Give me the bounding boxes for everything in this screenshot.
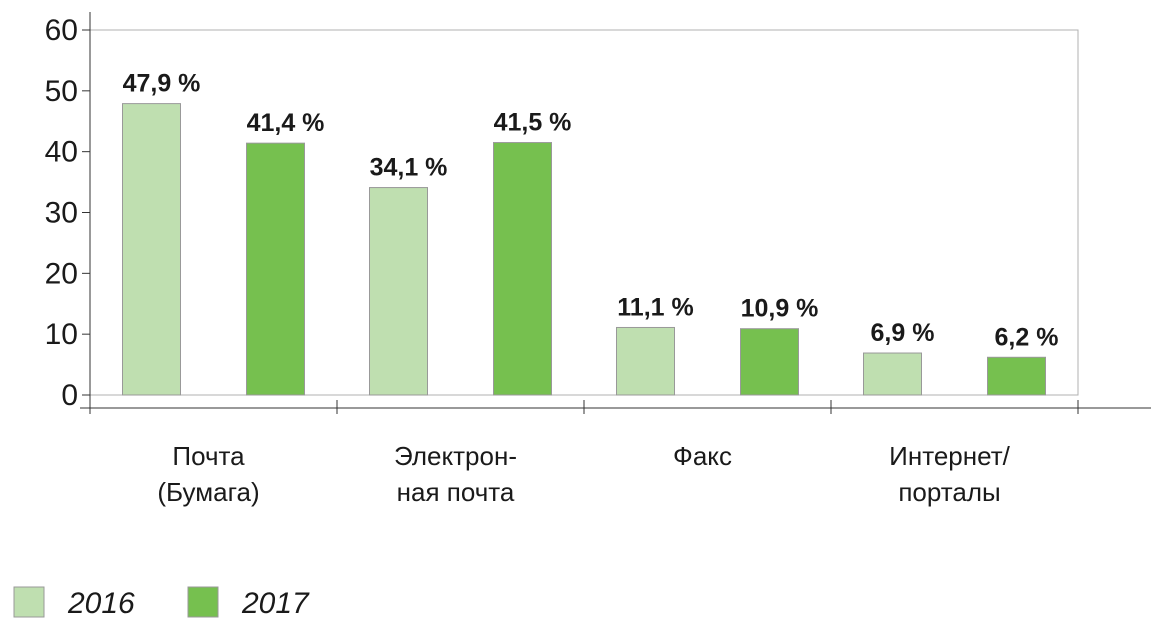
value-label: 6,9 % <box>871 319 935 347</box>
bar <box>616 326 675 396</box>
y-tick-label: 20 <box>45 257 78 290</box>
x-tick-label-line: Почта <box>172 441 245 471</box>
y-tick-label: 10 <box>45 318 78 351</box>
y-tick-label: 30 <box>45 197 78 230</box>
x-tick-label-line: ная почта <box>397 477 515 507</box>
x-tick-label-line: порталы <box>898 477 1000 507</box>
legend-swatch <box>13 586 45 618</box>
legend-label: 2016 <box>67 587 135 620</box>
y-tick-label: 60 <box>45 14 78 47</box>
x-tick-label: Факс <box>673 441 732 471</box>
value-label: 6,2 % <box>995 323 1059 351</box>
y-tick-label: 50 <box>45 75 78 108</box>
value-label: 41,4 % <box>247 109 325 137</box>
x-tick-label: Почта (Бумага) <box>157 441 259 507</box>
legend-label: 2017 <box>241 587 310 620</box>
bar <box>369 187 428 396</box>
x-tick-label: Интернет/порталы <box>889 441 1010 507</box>
bar <box>863 352 922 396</box>
value-label: 41,5 % <box>494 109 572 137</box>
x-tick-label-line: Интернет/ <box>889 441 1010 471</box>
legend-swatch <box>187 586 219 618</box>
x-tick-label: Электрон-ная почта <box>394 441 517 507</box>
y-tick-label: 40 <box>45 136 78 169</box>
bar <box>246 142 305 396</box>
y-tick-label: 0 <box>61 379 78 412</box>
bar <box>122 103 181 396</box>
value-label: 11,1 % <box>617 293 693 321</box>
value-label: 34,1 % <box>370 154 448 182</box>
value-label: 47,9 % <box>123 70 201 98</box>
x-tick-label-line: Факс <box>673 441 732 471</box>
x-tick-label-line: Электрон- <box>394 441 517 471</box>
bar <box>987 356 1046 396</box>
value-label: 10,9 % <box>741 295 819 323</box>
bar <box>493 142 552 396</box>
bar <box>740 328 799 396</box>
x-tick-label-line: (Бумага) <box>157 477 259 507</box>
